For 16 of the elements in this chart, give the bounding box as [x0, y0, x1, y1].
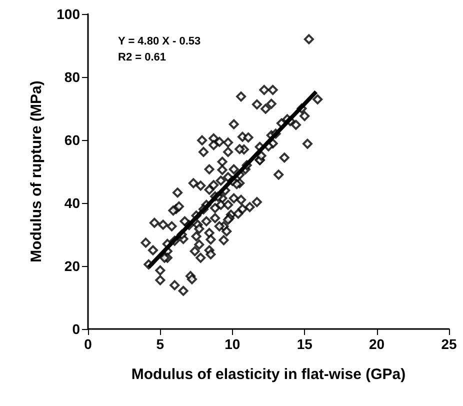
x-tick-label: 10	[224, 336, 240, 352]
x-axis-title: Modulus of elasticity in flat-wise (GPa)	[131, 366, 406, 383]
y-tick-label: 60	[64, 132, 80, 148]
y-tick-label: 40	[64, 195, 80, 211]
x-tick-label: 25	[441, 336, 457, 352]
x-tick-label: 20	[369, 336, 385, 352]
y-tick-label: 0	[72, 321, 80, 337]
annotation: R2 = 0.61	[118, 52, 166, 64]
y-tick-label: 20	[64, 258, 80, 274]
y-axis-title: Modulus of rupture (MPa)	[28, 80, 45, 262]
y-tick-label: 80	[64, 69, 80, 85]
annotation: Y = 4.80 X - 0.53	[118, 36, 201, 48]
y-tick-label: 100	[56, 6, 80, 22]
x-tick-label: 5	[156, 336, 164, 352]
x-tick-label: 15	[296, 336, 313, 352]
x-tick-label: 0	[84, 336, 92, 352]
